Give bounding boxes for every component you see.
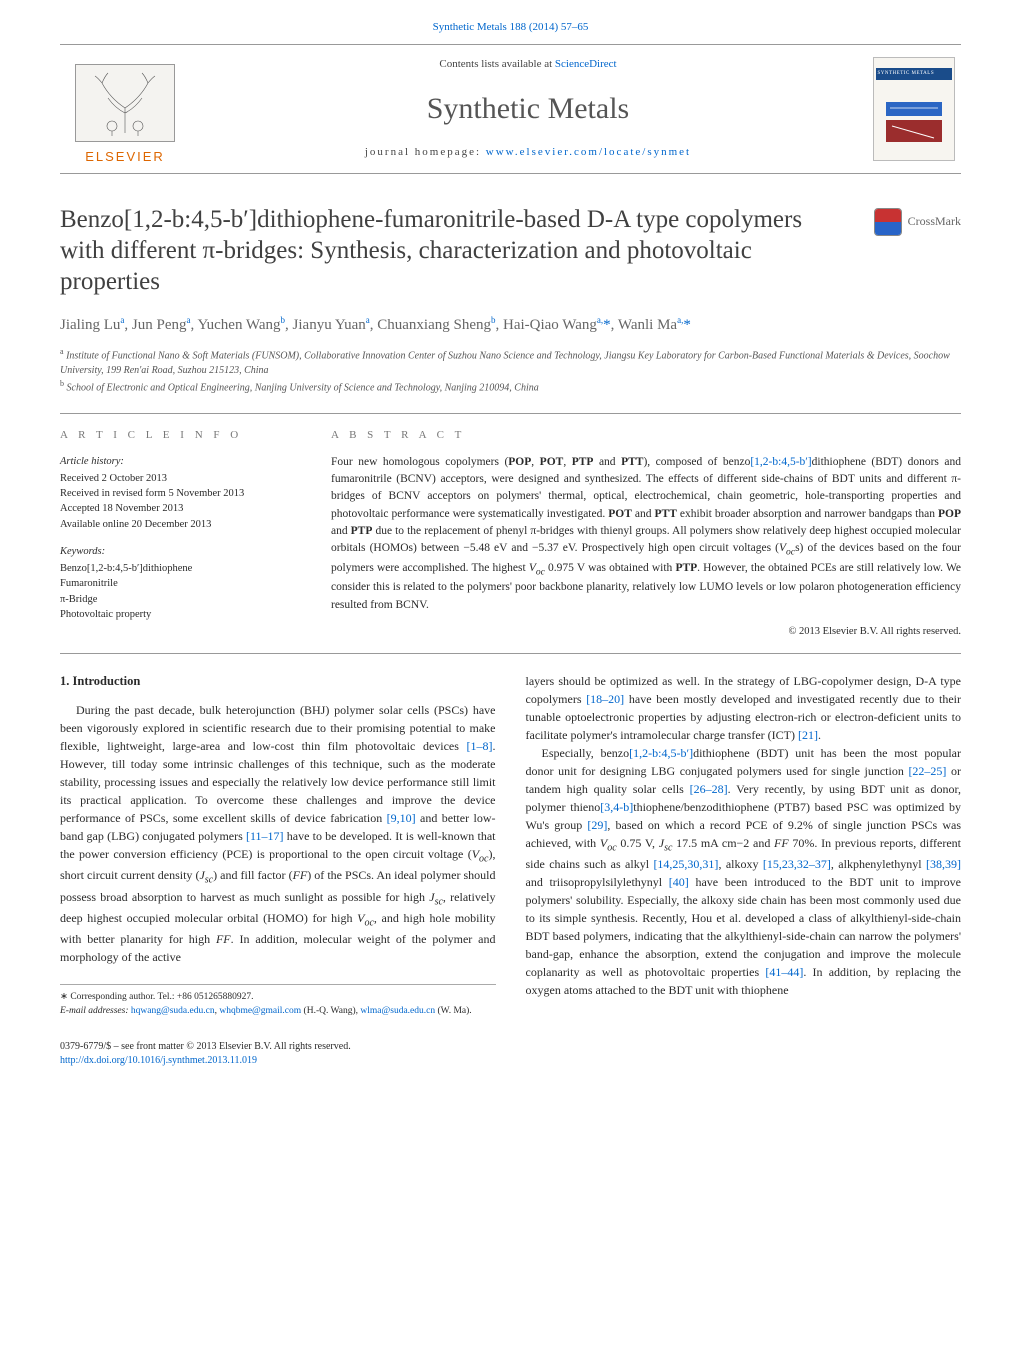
article-info-head: A R T I C L E I N F O [60,428,295,444]
publisher-logo: ELSEVIER [60,45,190,173]
top-reference-link[interactable]: Synthetic Metals 188 (2014) 57–65 [433,21,589,33]
article-body: 1. Introduction During the past decade, … [60,653,961,1018]
abstract: A B S T R A C T Four new homologous copo… [331,428,961,639]
para-3: Especially, benzo[1,2-b:4,5-b′]dithiophe… [526,744,962,999]
doi-link[interactable]: http://dx.doi.org/10.1016/j.synthmet.201… [60,1055,257,1066]
abstract-head: A B S T R A C T [331,428,961,444]
keywords-head: Keywords: [60,544,295,559]
header-center: Contents lists available at ScienceDirec… [190,45,866,173]
affiliations: a Institute of Functional Nano & Soft Ma… [60,346,961,395]
email-1[interactable]: hqwang@suda.edu.cn [131,1006,215,1016]
affil-b: School of Electronic and Optical Enginee… [67,382,539,393]
homepage-label: journal homepage: [365,146,486,158]
email2-tail: (H.-Q. Wang), [301,1006,360,1016]
contents-available: Contents lists available at ScienceDirec… [190,57,866,73]
email3-tail: (W. Ma). [435,1006,472,1016]
history-head: Article history: [60,454,295,469]
footer: 0379-6779/$ – see front matter © 2013 El… [60,1040,961,1069]
email-3[interactable]: wlma@suda.edu.cn [360,1006,435,1016]
affil-a: Institute of Functional Nano & Soft Mate… [60,351,950,376]
para-1: During the past decade, bulk heterojunct… [60,701,496,967]
abstract-text: Four new homologous copolymers (POP, POT… [331,454,961,614]
email-2[interactable]: whqbme@gmail.com [219,1006,301,1016]
contents-prefix: Contents lists available at [439,58,554,70]
article-info: A R T I C L E I N F O Article history: R… [60,428,295,639]
kw-1: Fumaronitrile [60,576,295,591]
accepted: Accepted 18 November 2013 [60,501,295,516]
sciencedirect-link[interactable]: ScienceDirect [555,58,617,70]
crossmark-label: CrossMark [908,213,961,230]
journal-homepage: journal homepage: www.elsevier.com/locat… [190,145,866,161]
kw-3: Photovoltaic property [60,607,295,622]
footnote: ∗ Corresponding author. Tel.: +86 051265… [60,984,496,1018]
top-reference: Synthetic Metals 188 (2014) 57–65 [60,20,961,36]
journal-cover: SYNTHETIC METALS [866,45,961,173]
author-list: Jialing Lua, Jun Penga, Yuchen Wangb, Ji… [60,314,961,337]
online: Available online 20 December 2013 [60,517,295,532]
kw-2: π-Bridge [60,592,295,607]
front-matter: 0379-6779/$ – see front matter © 2013 El… [60,1040,351,1055]
article-title: Benzo[1,2-b:4,5-b′]dithiophene-fumaronit… [60,204,821,298]
section-1-head: 1. Introduction [60,672,496,691]
journal-title: Synthetic Metals [190,87,866,131]
crossmark-icon [874,208,902,236]
publisher-name: ELSEVIER [85,148,165,167]
para-2: layers should be optimized as well. In t… [526,672,962,744]
homepage-url[interactable]: www.elsevier.com/locate/synmet [486,146,691,158]
cover-label: SYNTHETIC METALS [878,70,935,77]
copyright: © 2013 Elsevier B.V. All rights reserved… [331,624,961,639]
crossmark[interactable]: CrossMark [821,208,961,236]
email-label: E-mail addresses: [60,1006,131,1016]
journal-header: ELSEVIER Contents lists available at Sci… [60,44,961,174]
received: Received 2 October 2013 [60,471,295,486]
elsevier-tree-icon [75,64,175,142]
revised: Received in revised form 5 November 2013 [60,486,295,501]
kw-0: Benzo[1,2-b:4,5-b′]dithiophene [60,561,295,576]
corresponding: ∗ Corresponding author. Tel.: +86 051265… [60,991,496,1004]
